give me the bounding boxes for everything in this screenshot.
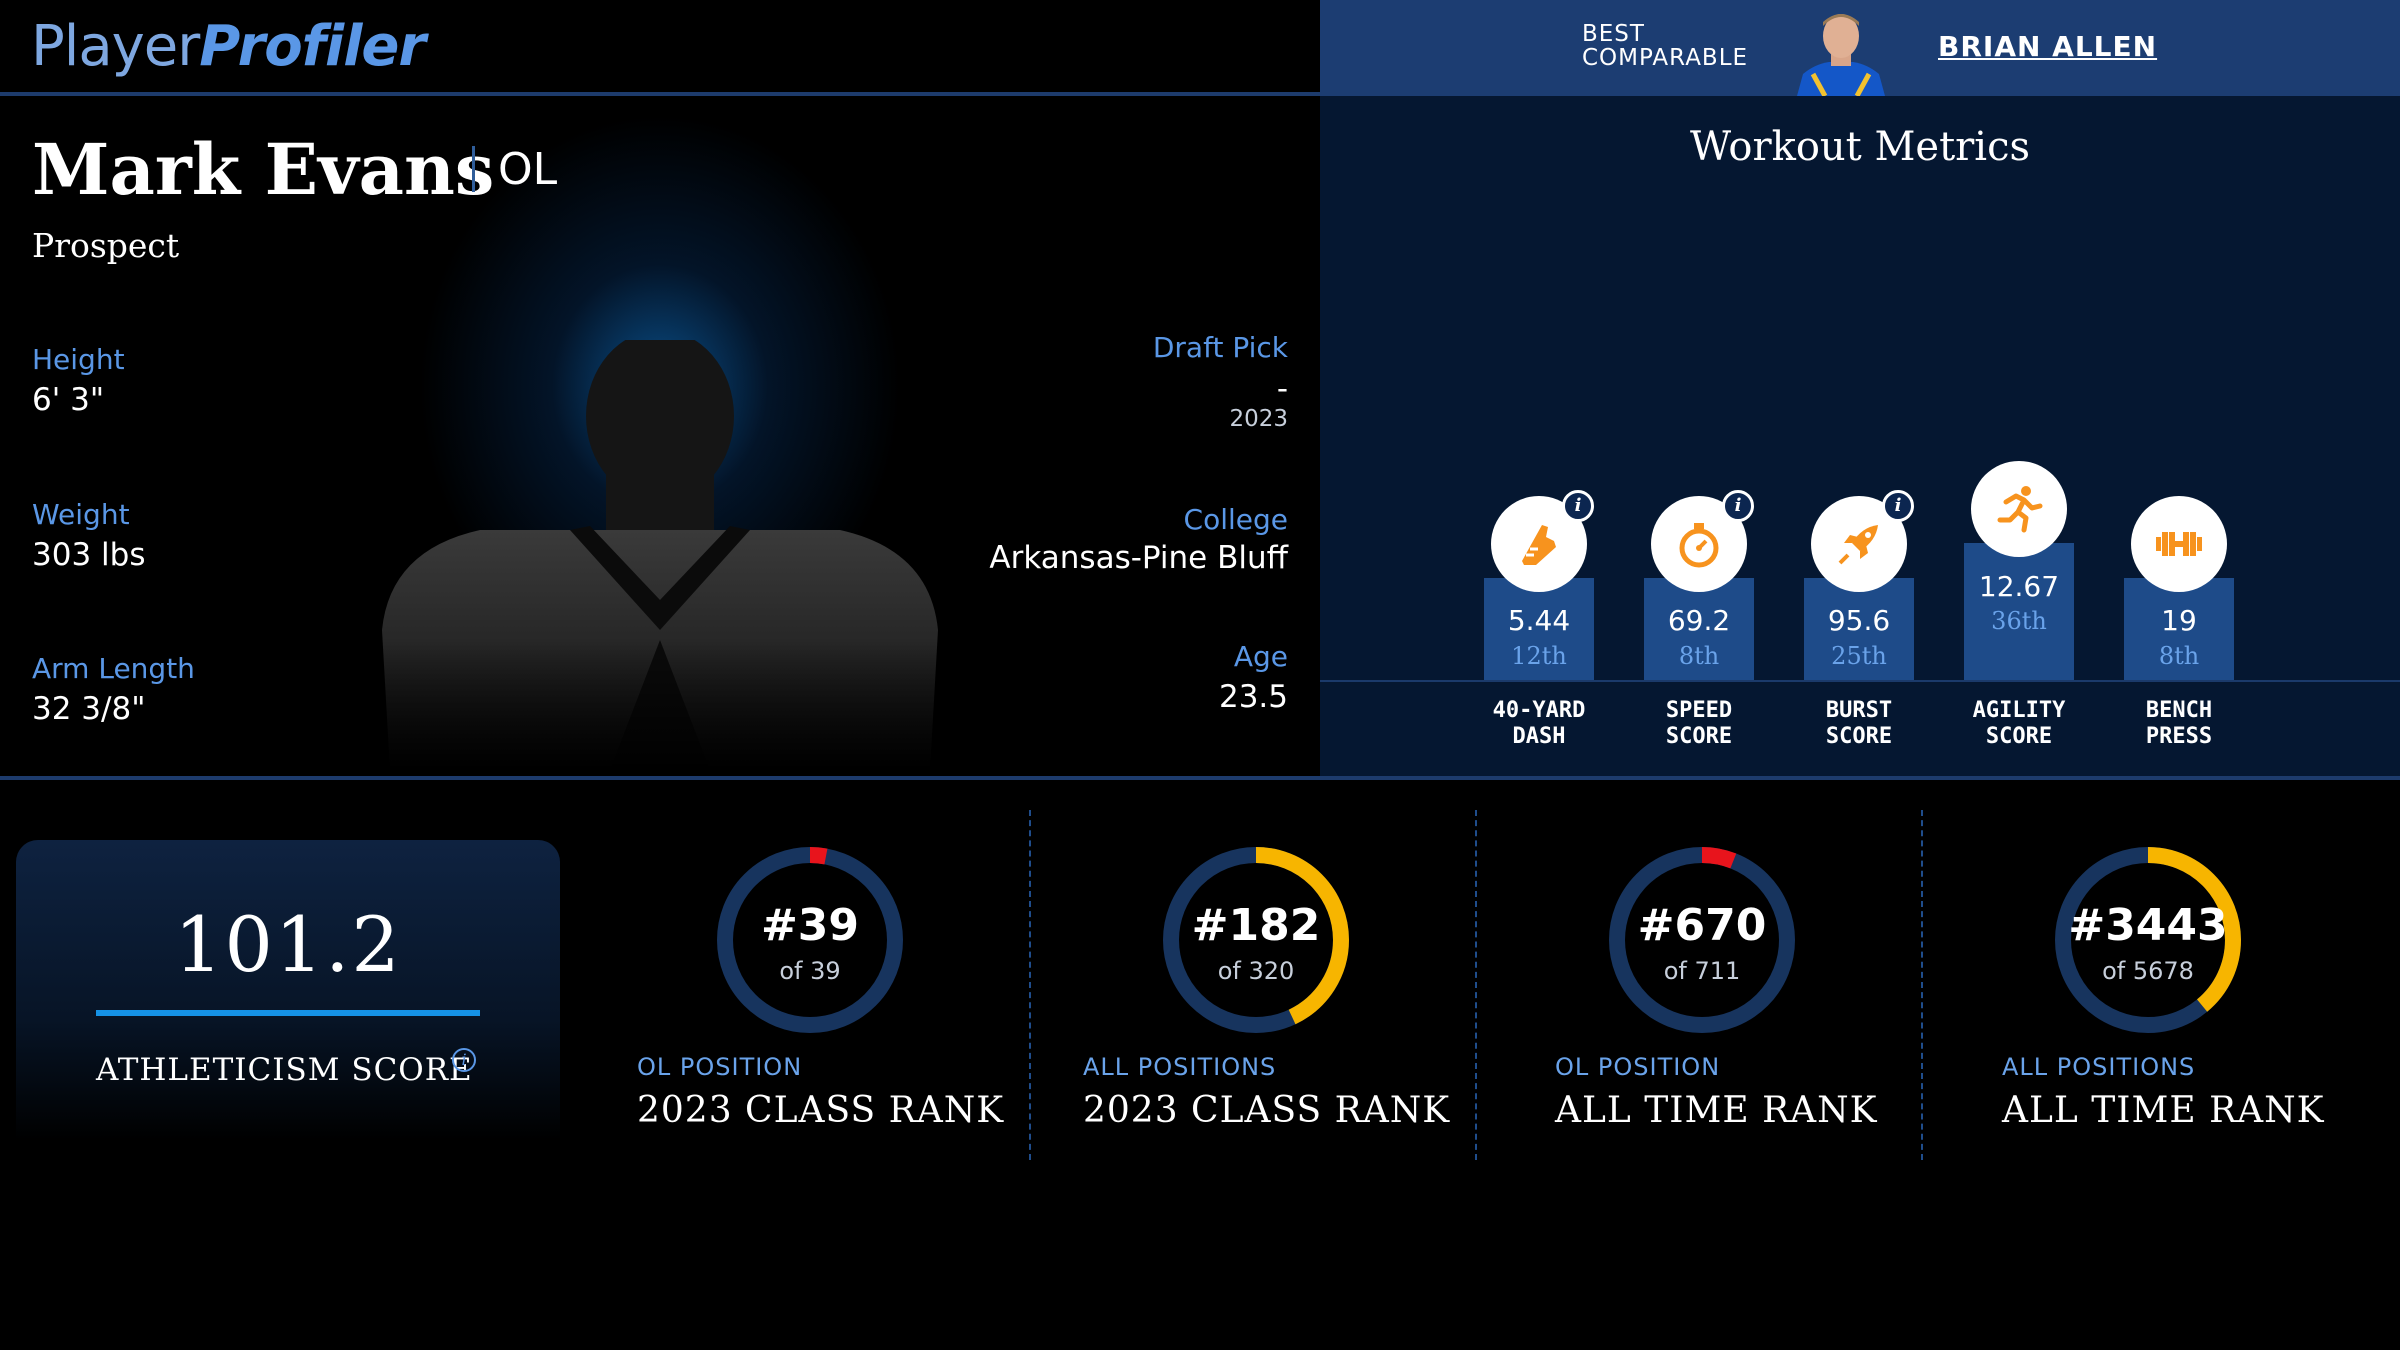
metric-label: SPEED SCORE (1665, 698, 1733, 749)
best-label-line2: COMPARABLE (1582, 45, 1749, 71)
section-divider (0, 776, 2400, 780)
rank-title: 2023 CLASS RANK (1083, 1090, 1451, 1131)
arm-length-value: 32 3/8" (32, 691, 146, 727)
college-label: College (1183, 503, 1288, 536)
rank-separator (1921, 810, 1923, 1160)
top-bar (0, 0, 1320, 96)
draft-pick-label: Draft Pick (1152, 331, 1288, 364)
height-label: Height (32, 343, 125, 376)
rank-of-total: of 39 (779, 957, 841, 985)
metric-value: 12.67 (1978, 570, 2060, 603)
arm-length-label: Arm Length (32, 652, 195, 685)
rank-of-total: of 320 (1217, 957, 1295, 985)
dumbbell-icon (2156, 532, 2202, 556)
rocket-icon (1838, 525, 1878, 565)
info-icon[interactable]: i (1562, 490, 1594, 522)
site-logo[interactable]: PlayerProfiler (31, 14, 426, 79)
comparable-player-photo[interactable] (1795, 4, 1887, 96)
metric-value: 95.6 (1827, 604, 1891, 637)
position-separator (472, 146, 475, 192)
age-value: 23.5 (1218, 679, 1288, 715)
metric-percentile: 8th (1678, 642, 1720, 670)
height-value: 6' 3" (32, 382, 105, 418)
metric-value: 69.2 (1667, 604, 1731, 637)
metrics-baseline (1320, 680, 2400, 682)
athleticism-score-value: 101.2 (174, 900, 402, 989)
metric-percentile: 36th (1991, 607, 2047, 635)
rank-gauge-fill (717, 847, 903, 1033)
metric-label: BENCH PRESS (2145, 698, 2213, 749)
metric-bar (1644, 578, 1754, 680)
rank-number: #39 (760, 900, 860, 951)
weight-label: Weight (32, 498, 130, 531)
metric-bar (1964, 543, 2074, 680)
comparable-player-link[interactable]: BRIAN ALLEN (1938, 30, 2158, 63)
metric-icon-circle (2131, 496, 2227, 592)
weight-value: 303 lbs (32, 537, 146, 573)
rank-title: ALL TIME RANK (1555, 1090, 1878, 1131)
rank-gauge (1163, 847, 1349, 1033)
rank-subtitle: OL POSITION (1555, 1053, 1721, 1081)
rank-separator (1029, 810, 1031, 1160)
draft-year: 2023 (1229, 406, 1288, 432)
shoe-icon (1522, 525, 1556, 565)
metric-bar (1484, 578, 1594, 680)
athleticism-score-label: ATHLETICISM SCORE (96, 1052, 473, 1088)
info-icon[interactable]: i (1882, 490, 1914, 522)
rank-title: ALL TIME RANK (2002, 1090, 2325, 1131)
stopwatch-icon (1679, 523, 1719, 568)
rank-gauge (2055, 847, 2241, 1033)
info-icon[interactable]: i (452, 1048, 476, 1072)
college-value: Arkansas-Pine Bluff (989, 540, 1288, 576)
info-icon[interactable]: i (1722, 490, 1754, 522)
draft-pick-value: - (1276, 371, 1288, 407)
workout-metrics-title: Workout Metrics (1689, 124, 2031, 170)
metric-percentile: 8th (2158, 642, 2200, 670)
player-status: Prospect (32, 226, 180, 265)
metric-bar (2124, 578, 2234, 680)
rank-gauge (1609, 847, 1795, 1033)
rank-title: 2023 CLASS RANK (637, 1090, 1005, 1131)
rank-number: #182 (1191, 900, 1321, 951)
rank-gauge-fill (2055, 847, 2241, 1033)
runner-icon (1997, 486, 2043, 533)
metric-label: AGILITY SCORE (1972, 698, 2066, 749)
best-label-line1: BEST (1582, 21, 1645, 47)
athleticism-card (16, 840, 560, 1140)
metric-value: 5.44 (1507, 604, 1571, 637)
metric-label: 40-YARD DASH (1492, 698, 1586, 749)
rank-gauge-fill (1163, 847, 1349, 1033)
rank-subtitle: OL POSITION (637, 1053, 803, 1081)
athleticism-underline (96, 1010, 480, 1016)
metric-percentile: 25th (1831, 642, 1887, 670)
best-comparable-label: BEST COMPARABLE (1582, 22, 1748, 70)
age-label: Age (1233, 640, 1288, 673)
rank-gauge (717, 847, 903, 1033)
player-position: OL (498, 144, 558, 195)
logo-part-1: Player (31, 14, 200, 79)
rank-number: #3443 (2068, 900, 2228, 951)
player-name: Mark Evans (32, 128, 495, 211)
metric-icon-circle (1971, 461, 2067, 557)
metric-bar (1804, 578, 1914, 680)
rank-of-total: of 711 (1663, 957, 1741, 985)
logo-part-2: Profiler (199, 14, 426, 79)
rank-separator (1475, 810, 1477, 1160)
metric-percentile: 12th (1511, 642, 1567, 670)
rank-number: #670 (1637, 900, 1767, 951)
rank-gauge-fill (1609, 847, 1795, 1033)
metric-label: BURST SCORE (1825, 698, 1893, 749)
player-silhouette (370, 340, 950, 770)
rank-subtitle: ALL POSITIONS (1083, 1053, 1277, 1081)
rank-of-total: of 5678 (2102, 957, 2194, 985)
rank-subtitle: ALL POSITIONS (2002, 1053, 2196, 1081)
metric-value: 19 (2161, 604, 2197, 637)
